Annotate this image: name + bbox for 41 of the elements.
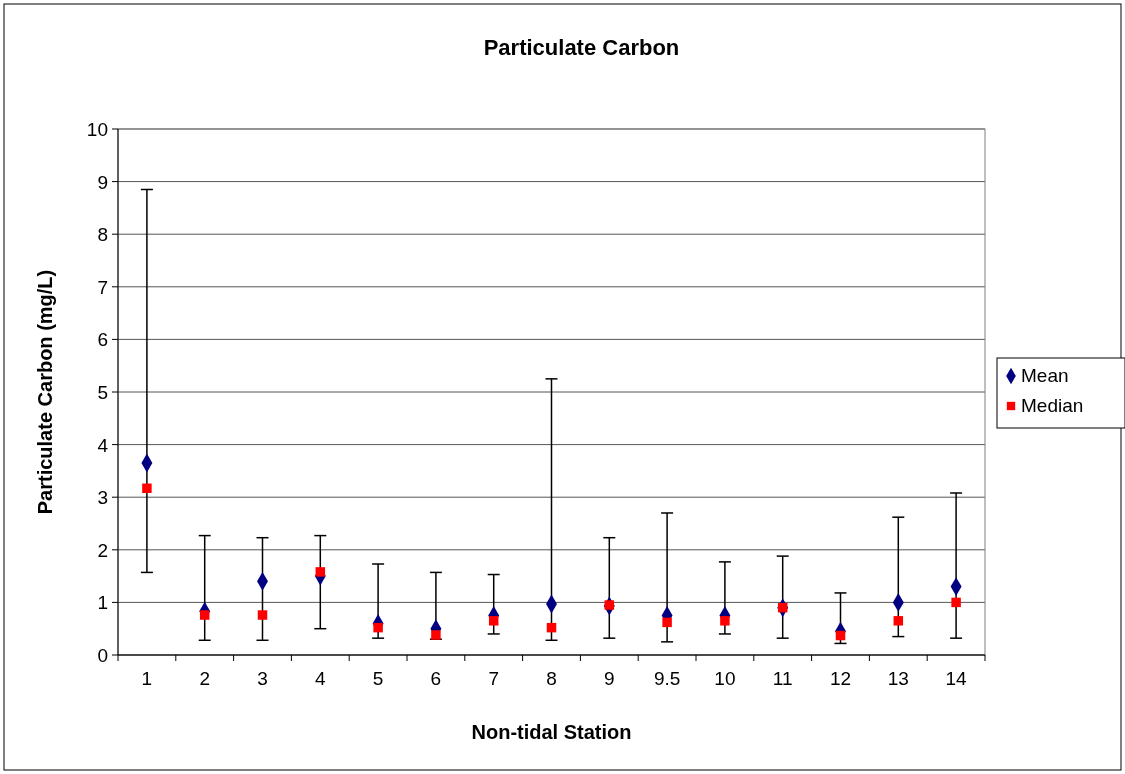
x-tick-label: 14 bbox=[945, 668, 968, 689]
y-tick-label: 3 bbox=[97, 487, 108, 509]
x-tick-label: 1 bbox=[141, 668, 153, 689]
x-tick-label: 4 bbox=[315, 668, 327, 689]
y-tick-label: 6 bbox=[97, 329, 108, 351]
x-tick-label: 9 bbox=[604, 668, 615, 689]
x-axis-title: Non-tidal Station bbox=[471, 721, 632, 743]
y-tick-label: 8 bbox=[97, 224, 108, 246]
x-tick-label: 9.5 bbox=[653, 668, 681, 689]
y-tick-label: 0 bbox=[97, 645, 108, 666]
x-tick-label: 8 bbox=[546, 668, 557, 689]
y-tick-label: 2 bbox=[97, 539, 108, 561]
point bbox=[893, 616, 904, 626]
chart-title: Particulate Carbon bbox=[483, 35, 680, 60]
x-tick-label: 7 bbox=[488, 668, 499, 689]
point bbox=[951, 597, 961, 608]
y-tick-label: 5 bbox=[97, 382, 108, 403]
point bbox=[546, 622, 557, 633]
legend-label: Median bbox=[1021, 395, 1084, 416]
point bbox=[835, 630, 846, 641]
point bbox=[431, 630, 441, 640]
x-tick-label: 6 bbox=[430, 668, 442, 689]
y-tick-label: 10 bbox=[86, 119, 108, 140]
x-tick-label: 12 bbox=[829, 668, 852, 689]
x-tick-label: 3 bbox=[257, 668, 268, 689]
x-tick-label: 11 bbox=[772, 668, 793, 689]
y-tick-label: 1 bbox=[97, 592, 108, 614]
point bbox=[257, 610, 268, 620]
x-tick-label: 5 bbox=[372, 668, 384, 689]
x-tick-label: 2 bbox=[199, 668, 210, 689]
legend-label: Mean bbox=[1021, 365, 1069, 386]
x-tick-label: 13 bbox=[887, 668, 909, 689]
y-axis-title: Particulate Carbon (mg/L) bbox=[34, 269, 56, 515]
y-tick-label: 4 bbox=[97, 434, 109, 456]
x-tick-label: 10 bbox=[714, 668, 736, 689]
point bbox=[720, 616, 730, 626]
y-tick-label: 9 bbox=[97, 171, 108, 193]
point bbox=[488, 616, 499, 626]
y-tick-label: 7 bbox=[97, 276, 108, 298]
point bbox=[662, 617, 672, 628]
point bbox=[142, 483, 152, 493]
